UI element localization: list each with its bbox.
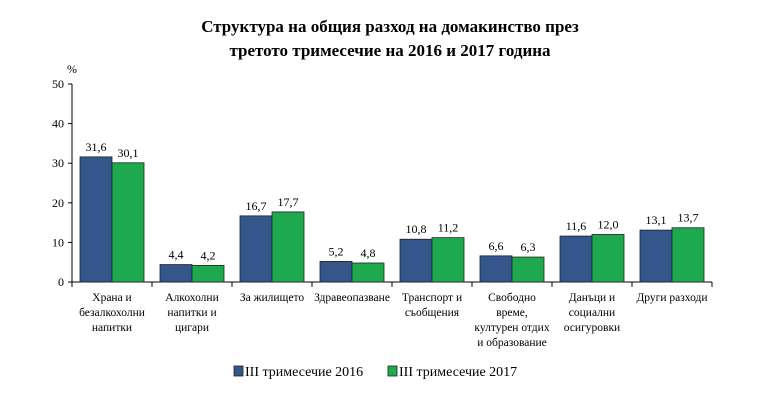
data-label: 11,2	[438, 221, 459, 235]
category-label: Храна и	[92, 292, 131, 304]
bar-2017	[111, 162, 145, 283]
data-label: 6,6	[489, 239, 504, 253]
legend-swatch	[233, 365, 244, 377]
data-label: 4,4	[169, 248, 184, 262]
bar-2016	[399, 238, 433, 283]
category-label: напитки	[92, 322, 132, 334]
bar-2016	[319, 261, 353, 283]
category-label: Алкохолни	[165, 292, 218, 304]
category-label: цигари	[175, 322, 209, 334]
legend-swatch	[387, 365, 398, 377]
y-tick-label: 30	[52, 156, 64, 170]
y-tick-label: 20	[52, 196, 64, 210]
category-label: време,	[496, 307, 528, 319]
category-label: съобщения	[405, 307, 460, 319]
data-label: 4,2	[201, 248, 216, 262]
bar-2016	[479, 255, 513, 283]
data-label: 16,7	[246, 199, 267, 213]
bar-2017	[431, 237, 465, 283]
chart-title-line-2: третото тримесечие на 2016 и 2017 година	[229, 41, 551, 60]
bar-2016	[239, 215, 273, 283]
bar-2017	[271, 211, 305, 283]
y-tick-label: 40	[52, 117, 64, 131]
category-label: Свободно	[488, 292, 536, 304]
category-label: осигуровки	[564, 322, 620, 334]
y-tick-label: 50	[52, 77, 64, 91]
bar-2016	[79, 156, 113, 283]
bar-2017	[511, 256, 545, 283]
data-label: 30,1	[118, 146, 139, 160]
data-label: 31,6	[86, 140, 107, 154]
category-label: безалкохолни	[79, 307, 145, 319]
bar-2016	[159, 264, 193, 283]
bar-2016	[639, 229, 673, 283]
category-label: и образование	[477, 337, 547, 349]
data-label: 5,2	[329, 244, 344, 258]
category-label: социални	[569, 307, 615, 319]
y-tick-label: 10	[52, 235, 64, 249]
category-label: Данъци и	[569, 292, 615, 304]
category-label: За жилището	[240, 292, 305, 304]
data-label: 13,7	[678, 211, 699, 225]
legend-label: III тримесечие 2016	[245, 365, 363, 380]
data-label: 4,8	[361, 246, 376, 260]
data-label: 6,3	[521, 240, 536, 254]
category-label: Други разходи	[636, 292, 707, 304]
y-axis-label: %	[67, 62, 77, 76]
bar-2017	[671, 227, 705, 283]
bar-2016	[559, 235, 593, 283]
chart-title-line-1: Структура на общия разход на домакинство…	[201, 17, 579, 36]
data-label: 13,1	[646, 213, 667, 227]
data-label: 11,6	[566, 219, 587, 233]
bar-2017	[591, 234, 625, 283]
data-label: 12,0	[598, 217, 619, 231]
bar-2017	[191, 264, 225, 283]
category-label: Транспорт и	[402, 292, 462, 304]
category-label: културен отдих	[474, 322, 549, 334]
data-label: 17,7	[278, 195, 299, 209]
y-tick-label: 0	[58, 275, 64, 289]
bar-2017	[351, 262, 385, 283]
data-label: 10,8	[406, 222, 427, 236]
legend-label: III тримесечие 2017	[399, 365, 517, 380]
category-label: напитки и	[167, 307, 216, 319]
category-label: Здравеопазване	[314, 292, 390, 304]
